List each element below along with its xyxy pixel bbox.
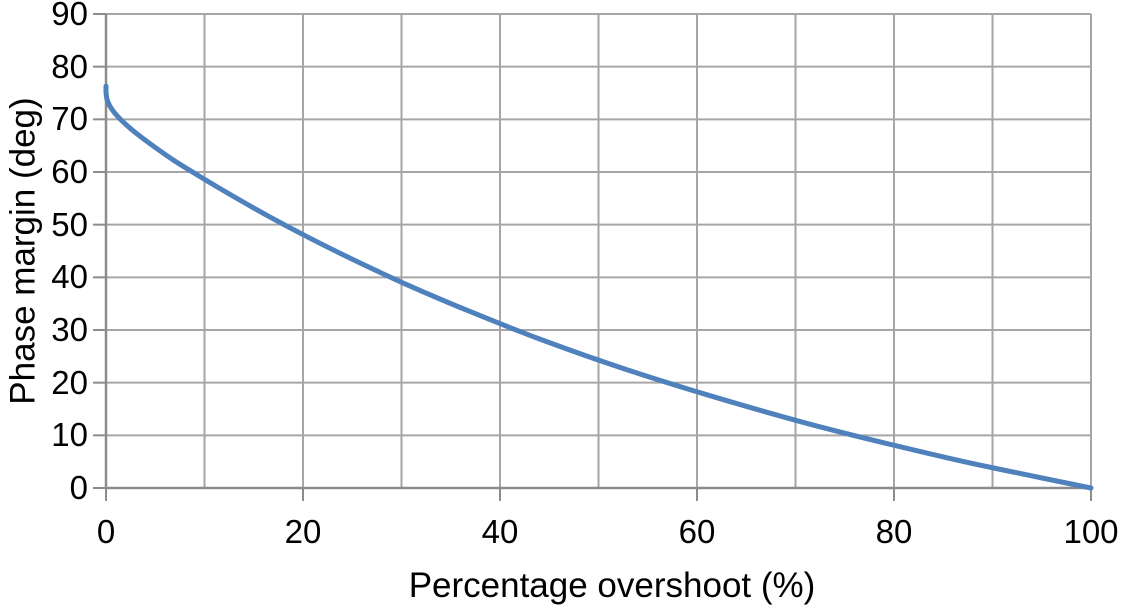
- x-tick-label: 100: [1063, 513, 1119, 550]
- y-tick-label: 80: [51, 47, 88, 85]
- x-tick-label: 60: [678, 513, 716, 550]
- y-tick-label: 40: [51, 258, 88, 296]
- x-tick-label: 20: [284, 513, 322, 550]
- x-tick-label: 0: [96, 513, 116, 550]
- x-tick-label: 80: [875, 513, 913, 550]
- y-tick-label: 10: [51, 416, 88, 454]
- y-tick-label: 70: [51, 100, 88, 138]
- y-tick-label: 0: [69, 469, 88, 506]
- y-tick-label: 90: [51, 0, 88, 32]
- y-tick-label: 30: [51, 311, 88, 348]
- y-axis-title: Phase margin (deg): [3, 97, 43, 405]
- x-axis-title: Percentage overshoot (%): [408, 566, 816, 605]
- x-tick-label: 40: [481, 513, 519, 550]
- y-tick-label: 20: [51, 363, 88, 401]
- y-tick-label: 60: [51, 153, 88, 190]
- series-line-phase-margin-vs-percentage-overshoot: [103, 83, 1094, 491]
- y-tick-label: 50: [51, 205, 88, 243]
